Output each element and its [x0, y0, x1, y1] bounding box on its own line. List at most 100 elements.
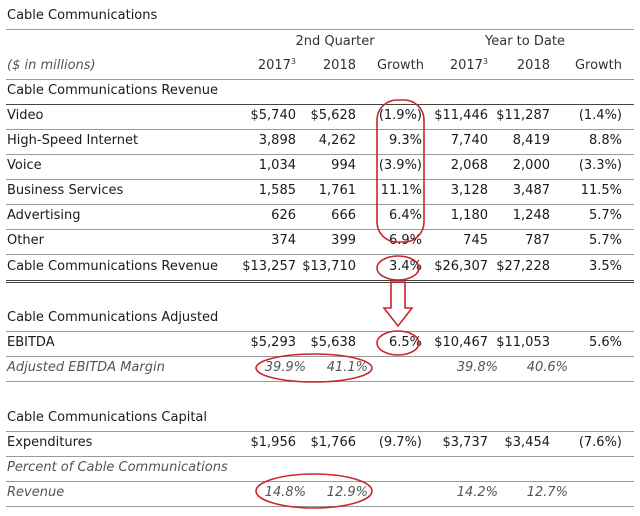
cell-y-growth: (7.6%): [578, 435, 622, 450]
cell-q2018: $1,766: [310, 435, 357, 450]
divider: [6, 79, 634, 80]
cell-q2017: 39.9%: [264, 360, 306, 375]
cell-y2018: 2,000: [512, 158, 550, 173]
cell-q2018: $13,710: [302, 259, 356, 274]
cell-y2018: $11,287: [496, 108, 550, 123]
cell-y2017: $10,467: [434, 335, 488, 350]
divider: [6, 356, 634, 357]
row-label: Cable Communications Revenue: [7, 259, 219, 274]
cell-q2018: 399: [331, 233, 356, 248]
pct-label-line1: Percent of Cable Communications: [7, 460, 228, 475]
cell-q-growth: 3.4%: [388, 259, 422, 274]
cell-y2017: 39.8%: [456, 360, 498, 375]
divider: [6, 280, 634, 283]
row-label: Video: [7, 108, 44, 123]
capex-label-line2: Expenditures: [7, 435, 93, 450]
cell-q-growth: (9.7%): [378, 435, 422, 450]
divider: [6, 154, 634, 155]
col-header-q2017: 20173: [256, 57, 296, 75]
cell-q2018: 666: [331, 208, 356, 223]
cell-q2017: $13,257: [242, 259, 296, 274]
cell-y-growth: 3.5%: [588, 259, 622, 274]
divider: [6, 381, 634, 382]
row-label: Business Services: [7, 183, 124, 198]
footnote-marker: 3: [290, 57, 296, 66]
header-2nd-quarter: 2nd Quarter: [295, 34, 375, 49]
cell-y2017: $26,307: [434, 259, 488, 274]
cell-y2017: 7,740: [450, 133, 488, 148]
col-header-y2017-year: 2017: [449, 58, 483, 73]
divider: [6, 229, 634, 230]
cell-y-growth: 5.7%: [588, 233, 622, 248]
cell-y2018: 3,487: [512, 183, 550, 198]
pct-label-line2: Revenue: [7, 485, 65, 500]
cell-q2017: $5,740: [250, 108, 297, 123]
cell-y2017: 14.2%: [456, 485, 498, 500]
cell-y2017: 1,180: [450, 208, 488, 223]
cell-q2017: $5,293: [250, 335, 297, 350]
cell-q2018: 12.9%: [326, 485, 368, 500]
capex-label-line1: Cable Communications Capital: [7, 410, 207, 425]
cell-q2017: $1,956: [250, 435, 297, 450]
divider: [6, 129, 634, 130]
col-header-y2017: 20173: [440, 57, 488, 75]
table-title: Cable Communications: [7, 8, 158, 23]
cell-q-growth: 6.5%: [388, 335, 422, 350]
cell-y2017: 3,128: [450, 183, 488, 198]
col-header-q2017-year: 2017: [257, 58, 291, 73]
cell-y2017: 745: [463, 233, 488, 248]
cell-y2018: $3,454: [504, 435, 551, 450]
cell-y2017: 2,068: [450, 158, 488, 173]
divider: [6, 29, 634, 30]
row-label: Advertising: [7, 208, 81, 223]
cell-q2018: 994: [331, 158, 356, 173]
cell-y-growth: 5.6%: [588, 335, 622, 350]
divider: [6, 481, 634, 482]
cell-y-growth: 8.8%: [588, 133, 622, 148]
cell-q-growth: 9.3%: [388, 133, 422, 148]
row-label: Voice: [7, 158, 42, 173]
cell-q2018: 41.1%: [326, 360, 368, 375]
cell-y-growth: 5.7%: [588, 208, 622, 223]
cell-y2018: 1,248: [512, 208, 550, 223]
cell-q2017: 1,034: [258, 158, 296, 173]
col-header-q-growth: Growth: [376, 58, 424, 73]
cell-q2018: $5,628: [310, 108, 357, 123]
cell-q2017: 374: [271, 233, 296, 248]
divider: [6, 456, 634, 457]
cell-y2017: $3,737: [442, 435, 489, 450]
cell-q-growth: 6.9%: [388, 233, 422, 248]
divider: [6, 331, 634, 332]
col-header-y-growth: Growth: [574, 58, 622, 73]
divider: [6, 204, 634, 205]
cell-y2018: 40.6%: [526, 360, 568, 375]
ebitda-label-line2: EBITDA: [7, 335, 55, 350]
cell-y2017: $11,446: [434, 108, 488, 123]
header-year-to-date: Year to Date: [485, 34, 565, 49]
cell-q2018: 4,262: [318, 133, 356, 148]
cell-y2018: 8,419: [512, 133, 550, 148]
cell-q2017: 626: [271, 208, 296, 223]
col-header-y2018: 2018: [516, 58, 550, 73]
row-label: Other: [7, 233, 44, 248]
annotation-arrow-down: [382, 281, 414, 328]
cell-y-growth: (1.4%): [578, 108, 622, 123]
cell-y2018: $27,228: [496, 259, 550, 274]
divider: [6, 431, 634, 432]
section-title-revenue: Cable Communications Revenue: [7, 83, 219, 98]
cell-q2017: 3,898: [258, 133, 296, 148]
row-label: Adjusted EBITDA Margin: [7, 360, 165, 375]
cell-y2018: 12.7%: [526, 485, 568, 500]
cell-q2018: 1,761: [318, 183, 356, 198]
cell-y-growth: 11.5%: [580, 183, 622, 198]
divider: [6, 179, 634, 180]
cell-q2017: 1,585: [258, 183, 296, 198]
col-header-q2018: 2018: [322, 58, 356, 73]
ebitda-label-line1: Cable Communications Adjusted: [7, 310, 219, 325]
units-label: ($ in millions): [7, 58, 96, 73]
cell-y2018: 787: [525, 233, 550, 248]
cell-q-growth: (1.9%): [378, 108, 422, 123]
cell-q2018: $5,638: [310, 335, 357, 350]
cell-q2017: 14.8%: [264, 485, 306, 500]
